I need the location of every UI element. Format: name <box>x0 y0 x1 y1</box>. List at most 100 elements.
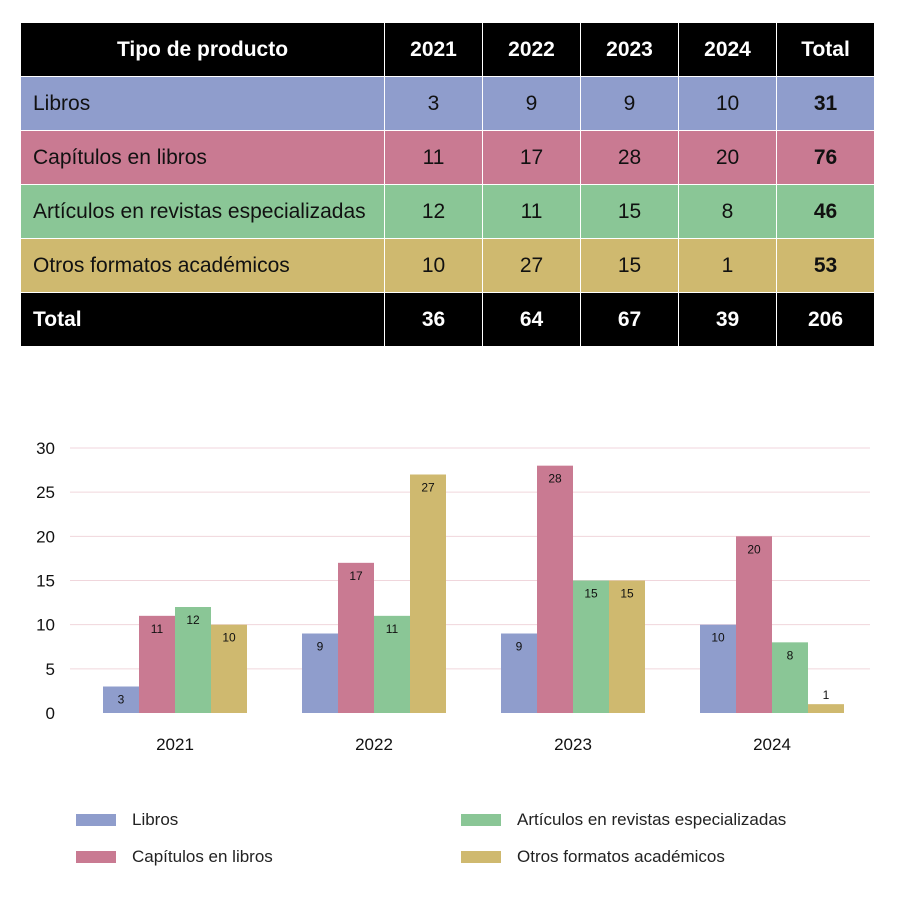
table-cell: 3 <box>384 76 483 131</box>
row-label: Artículos en revistas especializadas <box>20 184 385 239</box>
bar <box>302 633 338 713</box>
bar <box>410 474 446 713</box>
x-tick-label: 2023 <box>554 735 592 754</box>
bar <box>772 642 808 713</box>
bar-data-label: 10 <box>711 631 725 645</box>
bar <box>211 624 247 713</box>
bar-data-label: 20 <box>747 542 761 556</box>
row-total-cell: 76 <box>776 130 875 185</box>
total-cell: 39 <box>678 292 777 347</box>
table-cell: 27 <box>482 238 581 293</box>
bar <box>501 633 537 713</box>
bar-data-label: 15 <box>620 587 634 601</box>
table-cell: 15 <box>580 238 679 293</box>
legend-label-libros: Libros <box>132 810 179 829</box>
bar-data-label: 9 <box>317 640 324 654</box>
legend-label-otros: Otros formatos académicos <box>517 847 725 866</box>
bar-data-label: 28 <box>548 472 562 486</box>
total-cell: 67 <box>580 292 679 347</box>
bar <box>139 615 175 713</box>
y-tick-label: 15 <box>36 572 55 591</box>
bar <box>808 704 844 713</box>
table-cell: 15 <box>580 184 679 239</box>
total-cell: 64 <box>482 292 581 347</box>
legend-swatch-capitulos <box>76 851 116 863</box>
bar-data-label: 8 <box>787 648 794 662</box>
table-cell: 20 <box>678 130 777 185</box>
bar-data-label: 27 <box>421 481 435 495</box>
table-total-row: Total 36 64 67 39 206 <box>20 292 875 347</box>
header-cell-2021: 2021 <box>384 22 483 77</box>
bar <box>103 686 139 713</box>
x-tick-label: 2022 <box>355 735 393 754</box>
y-tick-label: 5 <box>46 660 55 679</box>
bar <box>736 536 772 713</box>
legend-label-articulos: Artículos en revistas especializadas <box>517 810 787 829</box>
table-cell: 9 <box>580 76 679 131</box>
bar <box>374 615 410 713</box>
grand-total-cell: 206 <box>776 292 875 347</box>
table-cell: 1 <box>678 238 777 293</box>
legend-swatch-otros <box>461 851 501 863</box>
y-tick-label: 20 <box>36 527 55 546</box>
bar <box>175 607 211 713</box>
x-tick-label: 2024 <box>753 735 791 754</box>
table-cell: 10 <box>678 76 777 131</box>
legend-label-capitulos: Capítulos en libros <box>132 847 273 866</box>
table-row: Capítulos en libros 11 17 28 20 76 <box>20 130 875 185</box>
y-tick-label: 30 <box>36 439 55 458</box>
bar-data-label: 11 <box>386 622 399 636</box>
bar-data-label: 9 <box>516 640 523 654</box>
table-row: Artículos en revistas especializadas 12 … <box>20 184 875 239</box>
header-cell-2024: 2024 <box>678 22 777 77</box>
row-total-cell: 53 <box>776 238 875 293</box>
y-tick-label: 25 <box>36 483 55 502</box>
bar <box>609 580 645 713</box>
x-tick-label: 2021 <box>156 735 194 754</box>
row-label: Libros <box>20 76 385 131</box>
table-cell: 8 <box>678 184 777 239</box>
table-header-row: Tipo de producto 2021 2022 2023 2024 Tot… <box>20 22 875 77</box>
bar-data-label: 17 <box>349 569 363 583</box>
total-row-label: Total <box>20 292 385 347</box>
bar-chart: 0 5 10 15 20 25 30 3 11 12 10 2021 9 17 11 27 2022 9 28 15 1… <box>36 439 870 754</box>
total-cell: 36 <box>384 292 483 347</box>
legend-item-otros: Otros formatos académicos <box>461 846 725 868</box>
header-cell-2023: 2023 <box>580 22 679 77</box>
legend-item-libros: Libros <box>76 809 178 831</box>
legend-swatch-articulos <box>461 814 501 826</box>
legend-item-articulos: Artículos en revistas especializadas <box>461 809 786 831</box>
bar-data-label: 15 <box>584 587 598 601</box>
bar-data-label: 10 <box>222 631 236 645</box>
row-total-cell: 31 <box>776 76 875 131</box>
bar-data-label: 12 <box>186 613 200 627</box>
table-row: Otros formatos académicos 10 27 15 1 53 <box>20 238 875 293</box>
row-label: Capítulos en libros <box>20 130 385 185</box>
table-cell: 17 <box>482 130 581 185</box>
bar-data-label: 1 <box>823 688 830 702</box>
table-cell: 11 <box>384 130 483 185</box>
bar <box>537 465 573 713</box>
table-row: Libros 3 9 9 10 31 <box>20 76 875 131</box>
legend-item-capitulos: Capítulos en libros <box>76 846 273 868</box>
bar-data-label: 11 <box>151 622 164 636</box>
row-total-cell: 46 <box>776 184 875 239</box>
table-cell: 10 <box>384 238 483 293</box>
header-cell-product-type: Tipo de producto <box>20 22 385 77</box>
bar <box>338 562 374 713</box>
bar <box>573 580 609 713</box>
bar-data-label: 3 <box>118 693 125 707</box>
table-cell: 28 <box>580 130 679 185</box>
header-cell-2022: 2022 <box>482 22 581 77</box>
header-cell-total: Total <box>776 22 875 77</box>
table-cell: 11 <box>482 184 581 239</box>
legend-swatch-libros <box>76 814 116 826</box>
table-cell: 9 <box>482 76 581 131</box>
row-label: Otros formatos académicos <box>20 238 385 293</box>
y-tick-label: 0 <box>46 704 55 723</box>
table-cell: 12 <box>384 184 483 239</box>
data-table: Tipo de producto 2021 2022 2023 2024 Tot… <box>20 22 875 347</box>
bar <box>700 624 736 713</box>
y-tick-label: 10 <box>36 616 55 635</box>
